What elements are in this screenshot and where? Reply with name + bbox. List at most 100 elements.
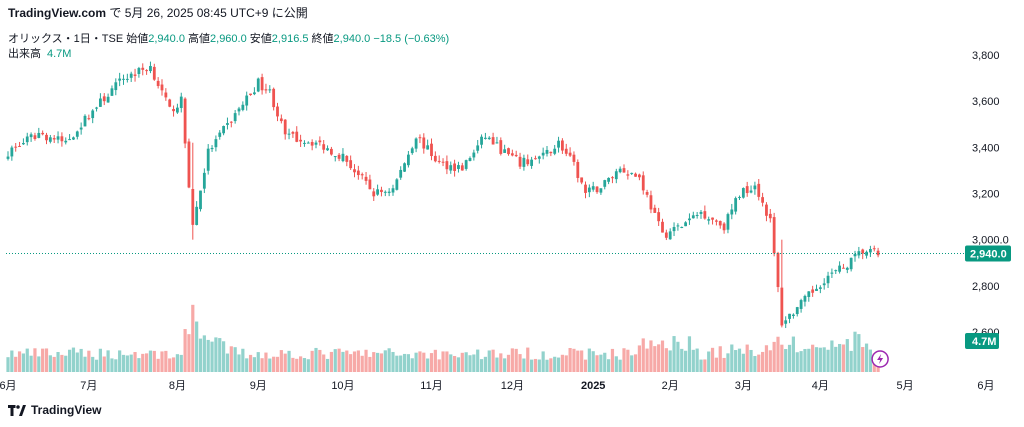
volume-bar <box>749 349 753 372</box>
volume-bar <box>356 350 360 372</box>
volume-bar <box>618 359 622 372</box>
candle-body <box>634 173 637 177</box>
footer-logo[interactable]: TradingView <box>8 403 101 417</box>
volume-bar <box>94 359 99 372</box>
candle-body <box>553 148 557 154</box>
volume-bar <box>179 354 183 372</box>
volume-bar <box>676 341 680 372</box>
candle-body <box>668 231 672 240</box>
volume-bar <box>826 349 830 372</box>
candle-body <box>545 149 549 154</box>
candle-body <box>568 152 572 156</box>
candle-body <box>761 197 764 203</box>
candle-body <box>445 161 449 170</box>
candle-body <box>680 226 684 228</box>
candle-body <box>241 104 245 110</box>
candle-body <box>95 107 98 109</box>
price-tick-label: 3,800 <box>972 50 1000 62</box>
candle-body <box>56 136 60 140</box>
volume-bar <box>491 349 495 372</box>
candle-body <box>360 174 364 176</box>
volume-bar <box>379 353 384 372</box>
volume-bar <box>206 339 210 372</box>
volume-bar <box>445 351 449 372</box>
candle-body <box>6 156 10 159</box>
volume-bar <box>853 331 857 372</box>
volume-bar <box>418 351 422 372</box>
volume-bar <box>787 344 792 372</box>
candle-body <box>818 287 822 289</box>
candle-body <box>14 146 18 148</box>
candle-body <box>587 187 591 193</box>
candle-body <box>564 148 568 154</box>
volume-bar <box>241 348 245 372</box>
volume-bar <box>283 353 287 372</box>
volume-bar <box>553 356 557 372</box>
volume-bar <box>761 351 765 372</box>
candle-body <box>591 186 595 190</box>
candle-body <box>52 138 56 140</box>
candle-body <box>264 89 268 91</box>
volume-bar <box>591 351 595 372</box>
volume-bar <box>776 336 780 372</box>
candle-body <box>576 161 580 178</box>
candle-body <box>10 147 14 157</box>
volume-bar <box>198 338 203 372</box>
volume-bar <box>52 356 56 372</box>
candle-body <box>299 139 302 142</box>
candle-body <box>383 191 387 193</box>
candle-body <box>584 184 587 193</box>
volume-bar <box>518 354 522 372</box>
candle-body <box>460 165 464 171</box>
volume-bar <box>687 336 692 372</box>
volume-bar <box>545 359 549 372</box>
volume-bar <box>229 346 233 372</box>
volume-badge-label: 4.7M <box>972 336 996 348</box>
candle-body <box>233 113 237 122</box>
time-tick-label: 3月 <box>735 380 752 392</box>
candle-body <box>164 92 168 98</box>
volume-bar <box>814 347 819 372</box>
volume-bar <box>152 350 156 372</box>
candle-body <box>757 183 761 197</box>
volume-bar <box>764 345 769 372</box>
symbol-name[interactable]: オリックス・1日・TSE <box>8 33 124 45</box>
candle-body <box>614 171 618 180</box>
volume-bar <box>657 344 661 372</box>
volume-bar <box>603 352 607 372</box>
volume-bar <box>310 350 314 372</box>
candle-body <box>487 137 491 140</box>
time-axis[interactable]: 6月 7月 8月 9月 10月 11月 12月 2025 2月 3月 4月 5月 6月 <box>0 380 994 392</box>
candle-body <box>622 168 626 173</box>
candle-body <box>657 212 661 222</box>
candle-body <box>499 140 503 154</box>
candle-body <box>391 188 395 193</box>
volume-bar <box>402 353 407 372</box>
volume-bar <box>121 354 126 372</box>
volume-bar <box>537 359 541 372</box>
candle-body <box>326 148 329 151</box>
time-tick-label: 5月 <box>896 380 913 392</box>
volume-bar <box>387 348 391 372</box>
volume-bar <box>148 350 153 372</box>
volume-bar <box>599 354 603 372</box>
candle-body <box>210 147 214 150</box>
time-tick-label: 6月 <box>0 380 17 392</box>
volume-bar <box>406 354 410 372</box>
price-tick-label: 3,200 <box>972 189 1000 201</box>
volume-bar <box>710 347 715 372</box>
volume-bar <box>287 350 291 372</box>
footer-brand: TradingView <box>31 403 102 417</box>
volume-bar <box>784 349 788 372</box>
price-tick-label: 3,000.0 <box>972 235 1009 247</box>
volume-bar <box>503 358 507 372</box>
candle-body <box>534 158 537 160</box>
low-value: 2,916.5 <box>271 33 309 45</box>
last-price-label: 2,940.0 <box>970 249 1007 261</box>
candle-body <box>526 159 530 165</box>
volume-bar <box>37 356 41 372</box>
volume-bar <box>210 341 214 372</box>
volume-bar <box>83 356 87 372</box>
